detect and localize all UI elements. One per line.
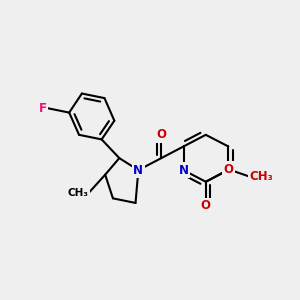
Text: CH₃: CH₃ — [249, 170, 273, 183]
Text: O: O — [156, 128, 166, 141]
Text: O: O — [201, 199, 211, 212]
Text: O: O — [224, 163, 234, 176]
Text: N: N — [178, 164, 188, 177]
Text: F: F — [39, 101, 46, 115]
Text: N: N — [134, 164, 143, 177]
Text: CH₃: CH₃ — [67, 188, 88, 198]
